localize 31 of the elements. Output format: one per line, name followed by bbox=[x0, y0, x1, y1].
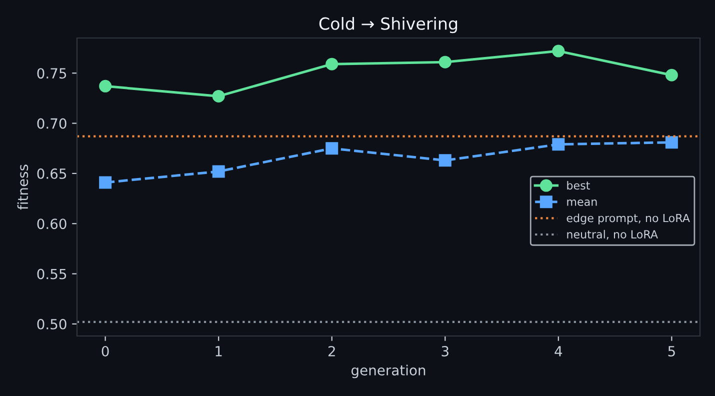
point bbox=[438, 154, 452, 167]
point bbox=[212, 165, 225, 178]
x-tick-label: 5 bbox=[668, 346, 675, 356]
y-tick-label: 0.70 bbox=[37, 118, 66, 129]
y-tick-label: 0.55 bbox=[37, 268, 66, 280]
point bbox=[552, 138, 565, 151]
point bbox=[326, 58, 338, 70]
y-axis-title: fitness bbox=[17, 164, 28, 210]
x-tick-label: 1 bbox=[216, 346, 222, 356]
x-tick-label: 0 bbox=[102, 346, 109, 356]
point bbox=[326, 142, 338, 155]
y-tick-label: 0.75 bbox=[37, 68, 66, 79]
legend-label: edge prompt, no LoRA bbox=[566, 214, 690, 224]
y-tick-label: 0.50 bbox=[37, 318, 66, 330]
legend-label: neutral, no LoRA bbox=[567, 230, 658, 240]
legend-label: best bbox=[567, 181, 590, 190]
point bbox=[552, 44, 565, 58]
x-tick-label: 2 bbox=[328, 346, 335, 356]
legend-label: mean bbox=[567, 200, 597, 206]
y-tick-label: 0.60 bbox=[37, 218, 66, 230]
point bbox=[212, 90, 225, 102]
point bbox=[99, 176, 112, 189]
point bbox=[99, 80, 112, 92]
x-tick-label: 4 bbox=[554, 346, 562, 356]
x-tick-label: 3 bbox=[442, 346, 448, 356]
x-axis-title: generation bbox=[352, 364, 426, 378]
point bbox=[665, 68, 678, 82]
point bbox=[665, 136, 678, 149]
point bbox=[438, 56, 452, 68]
chart-title: Cold → Shivering bbox=[319, 17, 458, 34]
y-tick-label: 0.65 bbox=[37, 168, 66, 179]
